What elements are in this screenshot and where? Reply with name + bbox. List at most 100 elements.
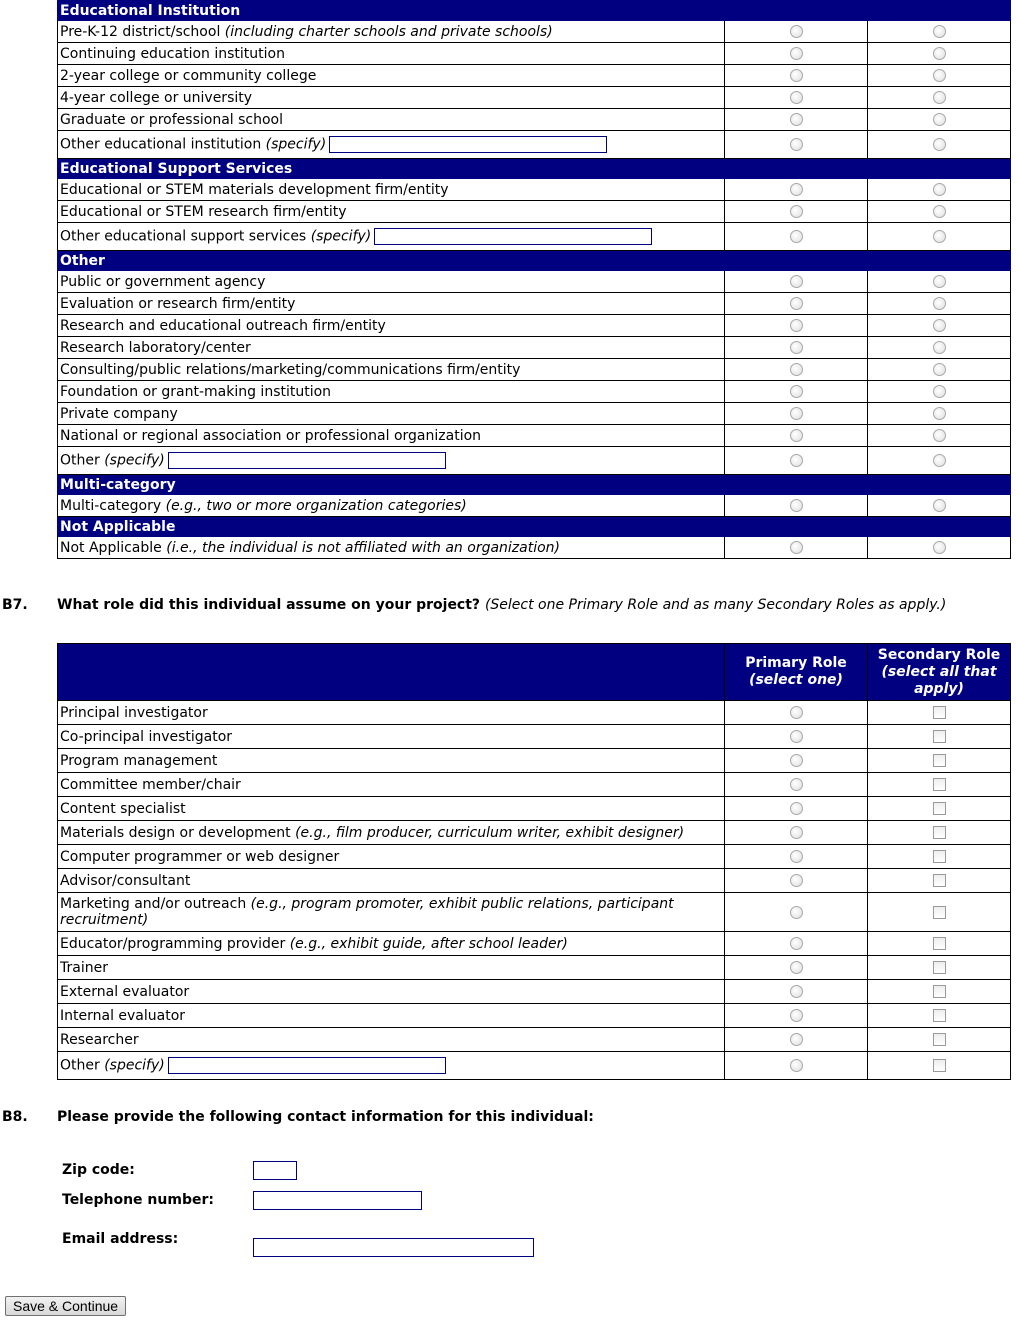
secondary-role-checkbox[interactable] (932, 961, 946, 974)
primary-radio[interactable] (789, 47, 803, 60)
secondary-radio[interactable] (932, 454, 946, 467)
primary-role-radio[interactable] (789, 905, 803, 919)
primary-role-radio[interactable] (789, 874, 803, 887)
secondary-cell (867, 868, 1011, 893)
phone-input[interactable] (253, 1191, 422, 1210)
primary-radio[interactable] (789, 183, 803, 196)
table-row: Other educational institution (specify) (57, 130, 1012, 159)
section-title: Educational Institution (56, 0, 1012, 21)
row-label-text: Public or government agency (60, 273, 266, 290)
primary-role-radio[interactable] (789, 826, 803, 839)
primary-radio[interactable] (789, 499, 803, 512)
row-label-text: Principal investigator (60, 704, 208, 721)
primary-radio[interactable] (789, 205, 803, 218)
primary-radio[interactable] (789, 341, 803, 354)
row-label-text: Materials design or development (60, 824, 291, 841)
secondary-radio[interactable] (932, 25, 946, 38)
primary-radio[interactable] (789, 69, 803, 82)
primary-radio[interactable] (789, 385, 803, 398)
secondary-radio[interactable] (932, 429, 946, 442)
primary-radio[interactable] (789, 113, 803, 126)
primary-radio[interactable] (789, 454, 803, 467)
secondary-radio[interactable] (932, 275, 946, 288)
primary-cell (724, 772, 868, 797)
secondary-radio[interactable] (932, 407, 946, 420)
save-continue-button[interactable]: Save & Continue (5, 1296, 127, 1316)
secondary-role-checkbox[interactable] (932, 802, 946, 815)
secondary-role-checkbox[interactable] (932, 778, 946, 791)
secondary-role-checkbox[interactable] (932, 730, 946, 743)
secondary-role-checkbox[interactable] (932, 754, 946, 767)
primary-radio[interactable] (789, 363, 803, 376)
secondary-role-checkbox[interactable] (932, 874, 946, 887)
specify-input[interactable] (329, 136, 608, 153)
primary-radio[interactable] (789, 429, 803, 442)
primary-radio[interactable] (789, 541, 803, 554)
secondary-radio[interactable] (932, 138, 946, 151)
specify-input[interactable] (167, 452, 446, 469)
primary-role-radio[interactable] (789, 850, 803, 863)
secondary-radio[interactable] (932, 47, 946, 60)
secondary-radio[interactable] (932, 230, 946, 243)
row-label: Other educational support services (spec… (57, 222, 725, 251)
specify-input[interactable] (167, 1057, 446, 1074)
secondary-role-checkbox[interactable] (932, 985, 946, 998)
primary-radio[interactable] (789, 407, 803, 420)
secondary-role-checkbox[interactable] (932, 706, 946, 719)
secondary-role-checkbox[interactable] (932, 1059, 946, 1072)
primary-role-radio[interactable] (789, 937, 803, 950)
zip-input[interactable] (253, 1161, 297, 1180)
primary-radio[interactable] (789, 91, 803, 104)
secondary-radio[interactable] (932, 69, 946, 82)
secondary-radio[interactable] (932, 91, 946, 104)
row-label-text: Committee member/chair (60, 776, 241, 793)
primary-radio[interactable] (789, 275, 803, 288)
primary-role-radio[interactable] (789, 778, 803, 791)
secondary-radio[interactable] (932, 499, 946, 512)
specify-input[interactable] (374, 228, 653, 245)
secondary-radio[interactable] (932, 319, 946, 332)
secondary-radio[interactable] (932, 341, 946, 354)
primary-role-radio[interactable] (789, 730, 803, 743)
secondary-radio[interactable] (932, 205, 946, 218)
table-row: Internal evaluator (57, 1003, 1011, 1028)
secondary-role-checkbox[interactable] (932, 1033, 946, 1046)
primary-role-radio[interactable] (789, 1059, 803, 1072)
primary-cell (724, 130, 868, 159)
primary-radio[interactable] (789, 138, 803, 151)
primary-role-radio[interactable] (789, 802, 803, 815)
primary-role-radio[interactable] (789, 1033, 803, 1046)
email-input[interactable] (253, 1238, 534, 1257)
secondary-role-checkbox[interactable] (932, 826, 946, 839)
secondary-radio[interactable] (932, 183, 946, 196)
section-header: Educational Institution (56, 0, 1012, 21)
secondary-radio[interactable] (932, 297, 946, 310)
table-row: Private company (57, 402, 1012, 425)
primary-radio[interactable] (789, 25, 803, 38)
row-label: Committee member/chair (57, 772, 725, 797)
zip-label: Zip code: (62, 1162, 135, 1178)
secondary-radio[interactable] (932, 113, 946, 126)
primary-role-radio[interactable] (789, 1009, 803, 1022)
section-header: Multi-category (56, 474, 1012, 495)
primary-role-radio[interactable] (789, 961, 803, 974)
primary-role-radio[interactable] (789, 706, 803, 719)
secondary-role-checkbox[interactable] (932, 850, 946, 863)
row-label-text: Educator/programming provider (60, 935, 286, 952)
question-text: Please provide the following contact inf… (57, 1109, 594, 1125)
row-label: Research and educational outreach firm/e… (57, 314, 725, 337)
row-label-note: (e.g., two or more organization categori… (165, 497, 467, 514)
secondary-radio[interactable] (932, 385, 946, 398)
primary-cell (724, 979, 868, 1004)
primary-radio[interactable] (789, 297, 803, 310)
secondary-radio[interactable] (932, 363, 946, 376)
primary-role-radio[interactable] (789, 754, 803, 767)
primary-role-radio[interactable] (789, 985, 803, 998)
secondary-role-checkbox[interactable] (932, 1009, 946, 1022)
primary-radio[interactable] (789, 319, 803, 332)
secondary-radio[interactable] (932, 541, 946, 554)
primary-cell (724, 955, 868, 980)
primary-radio[interactable] (789, 230, 803, 243)
secondary-role-checkbox[interactable] (932, 937, 946, 950)
secondary-role-checkbox[interactable] (932, 905, 946, 919)
